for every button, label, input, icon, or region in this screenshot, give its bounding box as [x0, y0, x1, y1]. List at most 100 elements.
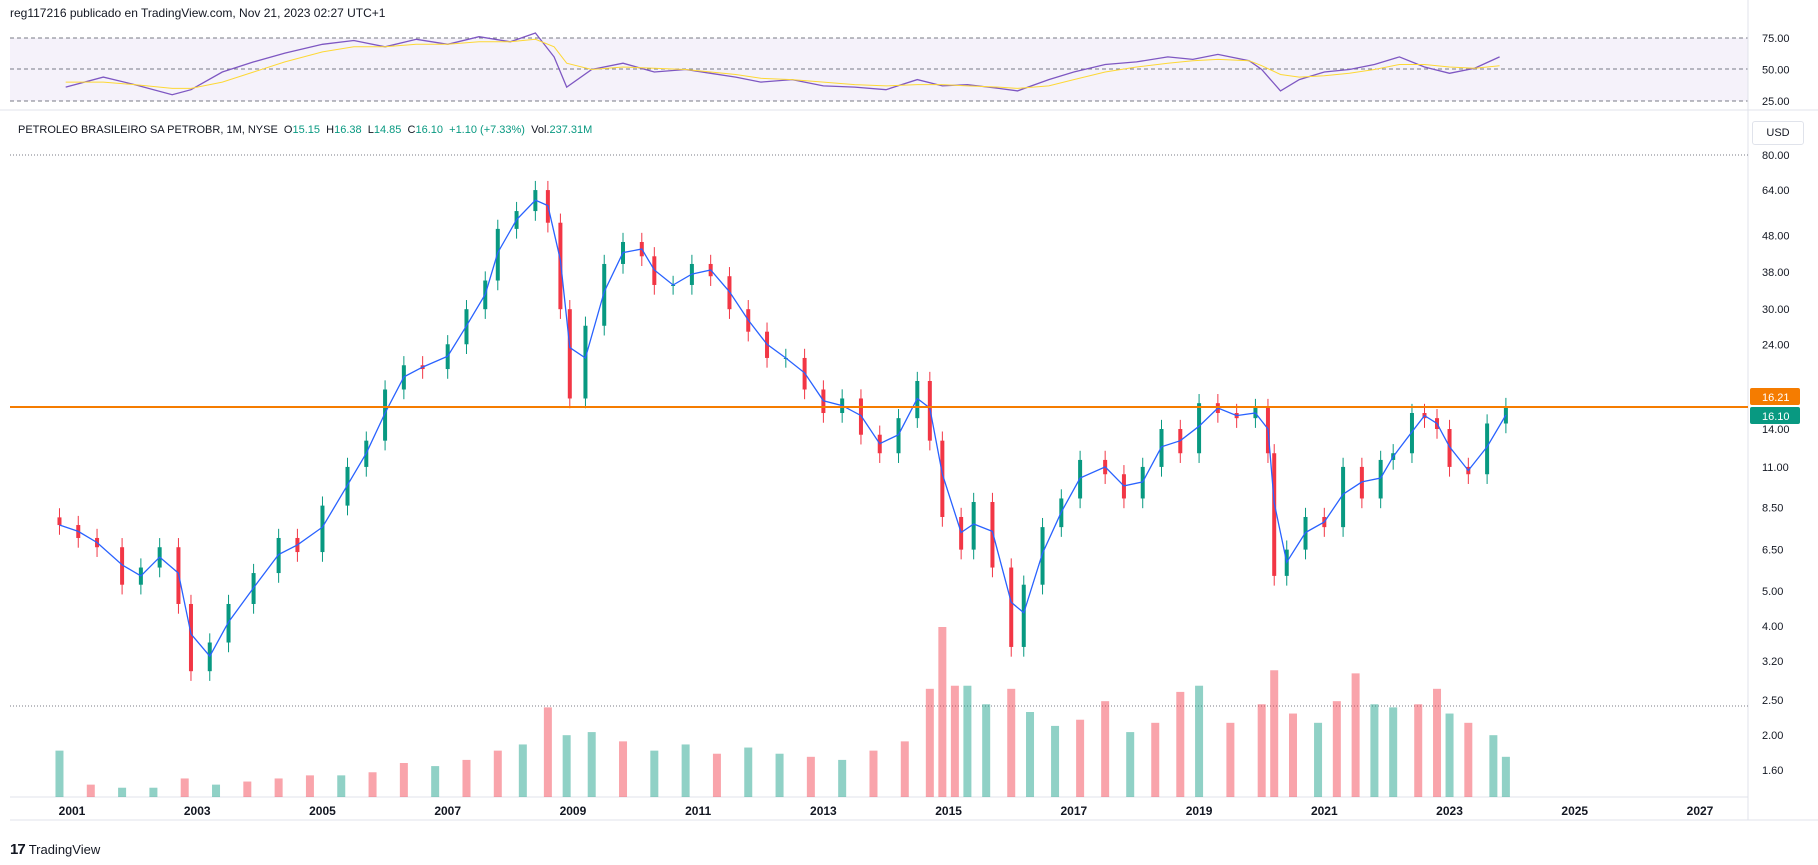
- volume-bar: [587, 732, 596, 797]
- rsi-tick-label: 50.00: [1762, 65, 1790, 77]
- tradingview-footer: 17 TradingView: [10, 841, 100, 858]
- candles: [57, 180, 1508, 681]
- time-tick-label: 2023: [1436, 804, 1463, 818]
- price-tick-label: 14.00: [1762, 424, 1790, 436]
- price-tick-label: 38.00: [1762, 267, 1790, 279]
- price-badge-label: 16.10: [1762, 411, 1790, 423]
- price-badges: 16.21 16.10: [1750, 388, 1800, 425]
- candle-body: [1197, 403, 1202, 454]
- legend-change: +1.10 (+7.33%): [449, 124, 525, 136]
- price-tick-label: 64.00: [1762, 185, 1790, 197]
- publisher-header: reg117216 publicado en TradingView.com, …: [10, 6, 386, 20]
- volume-bar: [1445, 713, 1454, 797]
- volume-bar: [681, 744, 690, 797]
- legend-volume-label: Vol.: [531, 124, 550, 136]
- volume-bar: [900, 741, 909, 797]
- legend-low: 14.85: [373, 124, 402, 136]
- price-badge-orange: [1750, 388, 1800, 406]
- volume-bar: [938, 627, 947, 797]
- candle-body: [188, 603, 193, 672]
- candle-body: [602, 263, 607, 326]
- volume-bar: [806, 756, 815, 797]
- time-tick-label: 2027: [1687, 804, 1714, 818]
- price-tick-label: 48.00: [1762, 230, 1790, 242]
- symbol-legend: PETROLEO BRASILEIRO SA PETROBR, 1M, NYSE…: [18, 124, 592, 136]
- volume-bar: [1414, 704, 1423, 797]
- volume-bar: [562, 735, 571, 797]
- volume-bar: [775, 753, 784, 797]
- time-tick-label: 2015: [935, 804, 962, 818]
- candle-body: [57, 517, 62, 526]
- volume-bar: [243, 781, 252, 797]
- moving-average-line: [59, 199, 1507, 658]
- volume-bar: [1076, 719, 1085, 797]
- volume-bars: [55, 627, 1510, 797]
- volume-bar: [518, 744, 527, 797]
- candle-body: [896, 418, 901, 454]
- volume-bar: [493, 750, 502, 797]
- volume-bar: [118, 787, 127, 797]
- time-tick-label: 2007: [434, 804, 461, 818]
- volume-bar: [55, 750, 64, 797]
- volume-bar: [1151, 722, 1160, 797]
- volume-bar: [1176, 691, 1185, 797]
- legend-low-label: L: [367, 124, 374, 136]
- time-tick-label: 2019: [1186, 804, 1213, 818]
- volume-bar: [399, 763, 408, 797]
- time-tick-label: 2021: [1311, 804, 1338, 818]
- legend-volume: 237.31M: [549, 124, 593, 136]
- candle-body: [1140, 466, 1145, 499]
- time-axis: 2001 2003 2005 2007 2009 2011 2013 2015 2017 2019…: [59, 804, 1714, 818]
- price-axis: 80.00 64.00 48.00 38.00 30.00 24.00 14.00 11.00…: [1762, 150, 1790, 777]
- volume-bar: [1433, 688, 1442, 797]
- legend-high-label: H: [326, 124, 335, 136]
- volume-bar: [1289, 713, 1297, 797]
- volume-bar: [1270, 670, 1279, 797]
- candle-body: [120, 547, 125, 585]
- volume-bar: [368, 772, 377, 797]
- volume-bar: [744, 747, 753, 797]
- volume-bar: [1351, 673, 1360, 797]
- candle-body: [1021, 584, 1026, 647]
- volume-bar: [1126, 732, 1135, 797]
- candle-body: [990, 502, 995, 568]
- time-tick-label: 2001: [59, 804, 86, 818]
- legend-open: 15.15: [292, 124, 321, 136]
- legend-open-label: O: [283, 124, 293, 136]
- candle-body: [583, 325, 588, 399]
- price-badge-label: 16.21: [1762, 392, 1790, 404]
- volume-bar: [650, 750, 659, 797]
- volume-bar: [1007, 688, 1016, 797]
- volume-bar: [838, 759, 847, 797]
- volume-bar: [212, 784, 221, 797]
- price-tick-label: 8.50: [1762, 502, 1783, 514]
- volume-bar: [950, 685, 959, 797]
- candle-body: [1009, 567, 1014, 647]
- price-tick-label: 80.00: [1762, 150, 1790, 162]
- legend-close-label: C: [407, 124, 416, 136]
- rsi-line: [65, 32, 1500, 96]
- price-tick-label: 3.20: [1762, 656, 1783, 668]
- rsi-tick-label: 25.00: [1762, 96, 1790, 108]
- volume-bar: [1370, 704, 1379, 797]
- price-tick-label: 5.00: [1762, 586, 1783, 598]
- price-tick-label: 24.00: [1762, 339, 1790, 351]
- volume-bar: [1257, 704, 1266, 797]
- volume-bar: [149, 787, 158, 797]
- rsi-tick-label: 75.00: [1762, 33, 1790, 45]
- legend-symbol: PETROLEO BRASILEIRO SA PETROBR, 1M, NYSE: [18, 124, 278, 136]
- volume-bar: [1389, 707, 1398, 797]
- volume-bar: [337, 775, 346, 797]
- volume-bar: [1314, 722, 1323, 797]
- legend-close: 16.10: [415, 124, 444, 136]
- rsi-ma-line: [65, 38, 1500, 89]
- currency-button[interactable]: USD: [1752, 121, 1804, 145]
- tradingview-logo-icon: 17: [10, 841, 26, 858]
- volume-bar: [1332, 701, 1341, 797]
- time-tick-label: 2013: [810, 804, 837, 818]
- candle-body: [1485, 423, 1490, 475]
- volume-bar: [1226, 722, 1235, 797]
- candle-body: [971, 502, 976, 550]
- volume-bar: [180, 778, 189, 797]
